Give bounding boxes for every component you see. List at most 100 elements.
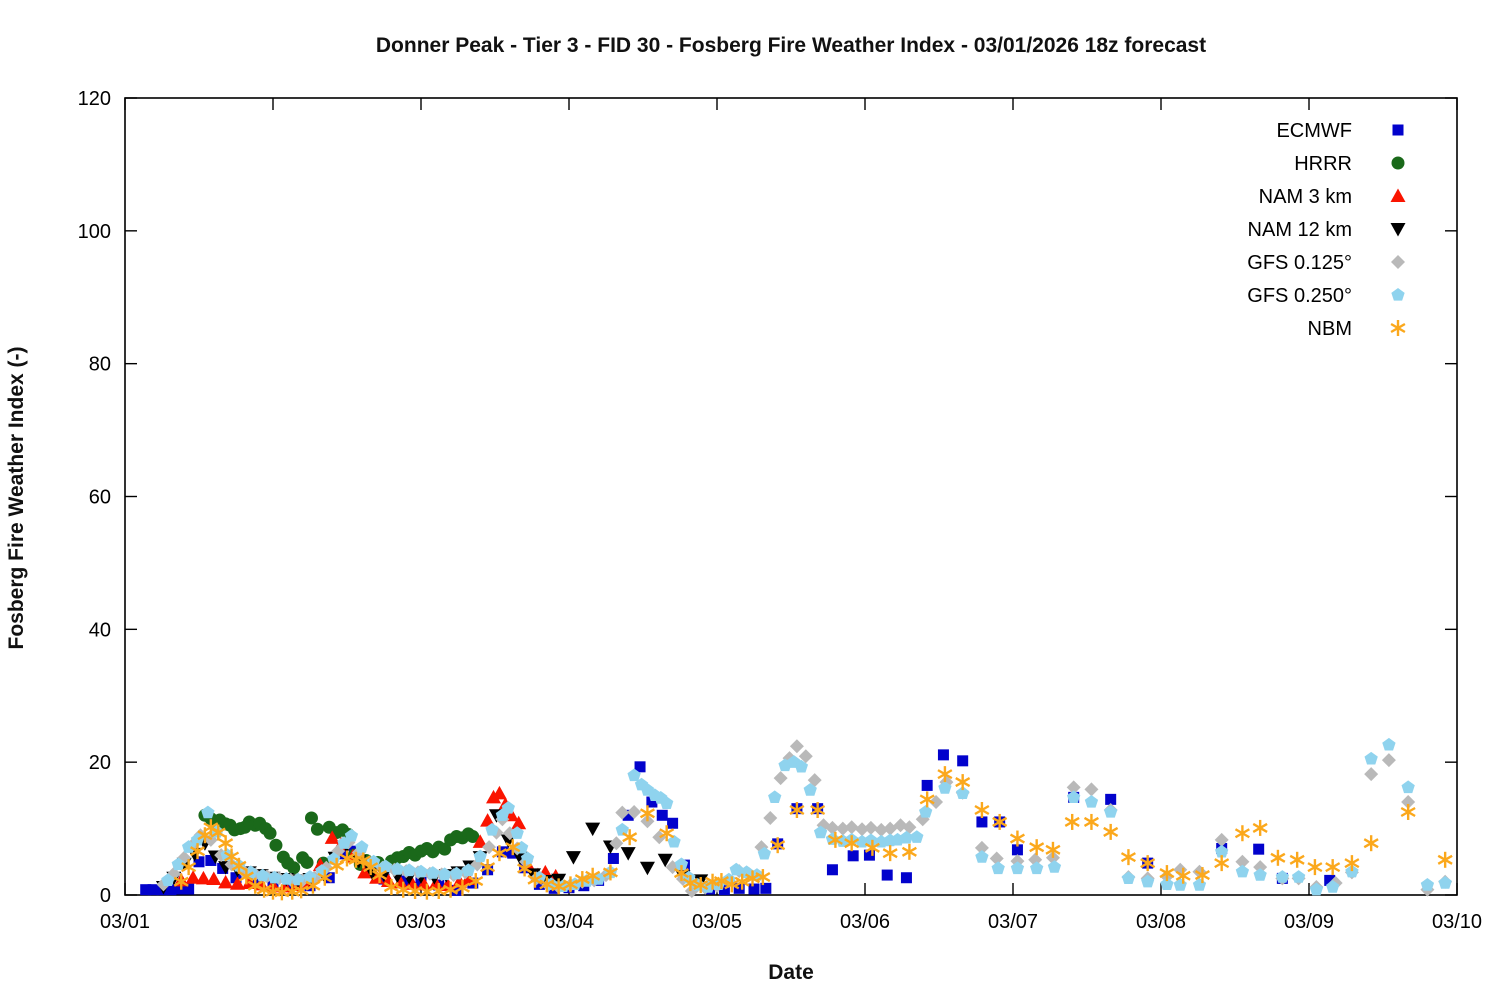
data-point <box>206 871 222 886</box>
data-point <box>443 884 459 895</box>
data-point <box>256 884 272 895</box>
data-point <box>1438 876 1452 889</box>
data-point <box>287 861 301 875</box>
data-point <box>267 870 282 884</box>
x-tick-label: 03/06 <box>840 911 890 933</box>
data-point <box>910 830 924 843</box>
data-point <box>1192 878 1207 891</box>
plot-border <box>124 97 1458 896</box>
data-point <box>1326 880 1340 893</box>
data-point <box>807 773 822 788</box>
data-point <box>902 820 917 835</box>
data-point <box>205 854 217 866</box>
data-point <box>974 804 990 816</box>
data-point <box>1159 868 1175 879</box>
data-point <box>189 846 206 857</box>
data-point <box>1083 816 1099 827</box>
data-point <box>975 850 989 863</box>
data-point <box>863 820 878 835</box>
x-tick-label: 03/08 <box>1136 911 1186 933</box>
data-point <box>329 860 345 871</box>
data-point <box>729 862 743 876</box>
data-point <box>602 867 618 878</box>
data-point <box>622 832 638 843</box>
data-point <box>517 863 533 874</box>
data-point <box>193 856 205 868</box>
nbm-legend-marker-icon <box>1390 322 1406 334</box>
data-point <box>224 851 240 862</box>
data-point <box>562 879 579 890</box>
data-point <box>1010 861 1025 875</box>
legend-item-nam-3-km: NAM 3 km <box>1259 186 1352 208</box>
data-point <box>255 868 270 882</box>
data-point <box>195 870 211 885</box>
data-point <box>1364 767 1379 782</box>
nam-3-km-legend-marker-icon <box>1390 188 1406 202</box>
data-point <box>466 830 480 844</box>
data-point <box>674 857 689 871</box>
data-point <box>344 828 359 842</box>
data-point <box>482 840 497 855</box>
data-point <box>585 822 601 837</box>
data-point <box>1401 780 1415 794</box>
data-point <box>882 848 898 859</box>
data-point <box>919 794 935 805</box>
data-point <box>1173 878 1187 891</box>
data-point <box>1253 868 1267 881</box>
data-point <box>646 796 658 808</box>
legend-item-gfs-0-250-: GFS 0.250° <box>1247 285 1352 307</box>
data-point <box>974 840 989 855</box>
data-point <box>1364 751 1378 765</box>
data-point <box>165 884 177 896</box>
data-point <box>660 796 674 810</box>
data-point <box>147 884 159 896</box>
data-point <box>615 805 630 820</box>
data-point <box>770 840 786 851</box>
data-point <box>218 838 234 849</box>
data-point <box>1140 858 1156 869</box>
data-point <box>454 882 470 893</box>
data-point <box>407 885 423 897</box>
data-point <box>181 840 196 853</box>
data-point <box>607 852 619 864</box>
data-point <box>565 851 581 865</box>
data-point <box>485 822 499 836</box>
data-point <box>510 826 524 839</box>
data-point <box>533 878 545 890</box>
data-point <box>473 849 487 863</box>
data-point <box>511 815 527 830</box>
x-tick-label: 03/02 <box>248 911 298 933</box>
data-point <box>900 872 912 884</box>
data-point <box>864 842 880 853</box>
data-point <box>1309 882 1324 896</box>
data-point <box>231 860 247 871</box>
data-point <box>173 876 189 887</box>
data-point <box>310 822 324 836</box>
data-point <box>284 886 300 897</box>
data-point <box>863 849 875 861</box>
data-point <box>197 830 213 841</box>
data-point <box>461 863 476 877</box>
data-point <box>789 804 805 816</box>
data-point <box>438 867 452 881</box>
data-point <box>293 885 309 896</box>
data-point <box>1381 753 1396 768</box>
data-point <box>1105 793 1117 805</box>
data-point <box>438 842 452 856</box>
data-point <box>1363 838 1379 849</box>
data-point <box>402 863 416 877</box>
data-point <box>1067 790 1081 804</box>
y-tick-label: 120 <box>78 88 111 110</box>
data-point <box>1270 852 1286 863</box>
data-point <box>1160 877 1174 891</box>
data-point <box>491 785 507 800</box>
data-point <box>527 874 543 885</box>
data-point <box>305 880 321 891</box>
data-point <box>847 850 859 862</box>
data-point <box>449 866 464 880</box>
data-point <box>460 871 476 886</box>
data-point <box>724 879 740 890</box>
data-point <box>763 810 778 825</box>
data-point <box>372 870 388 881</box>
